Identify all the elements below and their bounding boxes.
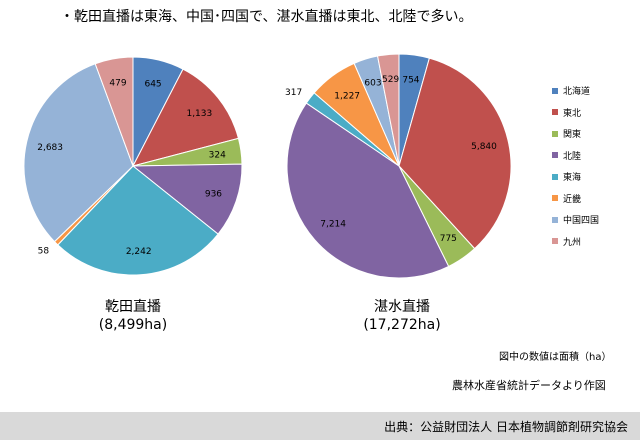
legend-label: 東海 bbox=[563, 173, 582, 184]
legend-swatch bbox=[552, 87, 558, 94]
pie-title-flooded-seeding: 湛水直播 (17,272ha) bbox=[322, 298, 482, 334]
pie-title-dry-seeding: 乾田直播 (8,499ha) bbox=[53, 298, 213, 334]
unit-note: 図中の数値は面積（ha） bbox=[499, 352, 612, 363]
legend-item: 東北 bbox=[552, 102, 599, 124]
legend-label: 北海道 bbox=[563, 87, 591, 98]
pie-subtitle-text: (17,272ha) bbox=[363, 317, 441, 333]
slice-value-label: 1,227 bbox=[334, 92, 360, 102]
legend-swatch bbox=[552, 130, 558, 137]
slice-value-label: 324 bbox=[209, 150, 226, 160]
slice-value-label: 1,133 bbox=[186, 109, 212, 119]
slice-value-label: 7,214 bbox=[320, 219, 346, 229]
pie-title-text: 湛水直播 bbox=[374, 299, 430, 315]
legend-swatch bbox=[552, 109, 558, 116]
slice-value-label: 2,242 bbox=[126, 247, 152, 257]
pie-chart-dry-seeding: 645 1,133 324 936 2,242 58 2,683 479 bbox=[23, 56, 243, 276]
legend-item: 九州 bbox=[552, 231, 599, 253]
legend-item: 北陸 bbox=[552, 145, 599, 167]
pie-charts: 645 1,133 324 936 2,242 58 2,683 479 754 5,840 77… bbox=[23, 53, 512, 279]
legend-item: 東海 bbox=[552, 166, 599, 188]
pie-subtitle-text: (8,499ha) bbox=[98, 317, 168, 333]
pie-slice-8 bbox=[94, 56, 134, 167]
legend-swatch bbox=[552, 152, 558, 159]
slice-value-label: 2,683 bbox=[37, 143, 63, 153]
legend-swatch bbox=[552, 173, 558, 180]
legend-item: 関東 bbox=[552, 123, 599, 145]
legend-item: 近畿 bbox=[552, 188, 599, 210]
pie-slice-4 bbox=[131, 163, 243, 235]
slice-value-label: 603 bbox=[364, 79, 381, 89]
slice-value-label: 317 bbox=[285, 88, 302, 98]
legend-label: 東北 bbox=[563, 108, 582, 119]
legend-label: 近畿 bbox=[563, 194, 582, 205]
pie-title-text: 乾田直播 bbox=[105, 299, 161, 315]
slice-value-label: 479 bbox=[109, 78, 126, 88]
pie-slice-4 bbox=[286, 102, 450, 279]
slice-value-label: 5,840 bbox=[471, 142, 497, 152]
slice-value-label: 58 bbox=[38, 246, 50, 256]
legend-item: 北海道 bbox=[552, 80, 599, 102]
slice-value-label: 936 bbox=[205, 189, 222, 199]
legend-swatch bbox=[552, 238, 558, 245]
source-note: 農林水産省統計データより作図 bbox=[452, 379, 606, 392]
slice-value-label: 645 bbox=[144, 79, 161, 89]
slice-value-label: 529 bbox=[382, 75, 399, 85]
legend-label: 関東 bbox=[563, 130, 582, 141]
legend-item: 中国四国 bbox=[552, 209, 599, 231]
legend-label: 北陸 bbox=[563, 151, 582, 162]
pie-slice-8 bbox=[376, 53, 400, 167]
slice-value-label: 775 bbox=[440, 234, 457, 244]
pie-slice-5 bbox=[57, 165, 219, 276]
pie-slice-2 bbox=[398, 57, 512, 250]
slice-value-label: 754 bbox=[402, 75, 419, 85]
pie-slice-2 bbox=[132, 68, 240, 167]
legend-label: 九州 bbox=[563, 237, 582, 248]
legend-swatch bbox=[552, 216, 558, 223]
pie-chart-flooded-seeding: 754 5,840 775 7,214 317 1,227 603 529 bbox=[285, 53, 512, 279]
pie-slice-7 bbox=[23, 63, 134, 243]
legend-swatch bbox=[552, 195, 558, 202]
legend-label: 中国四国 bbox=[563, 216, 600, 227]
footer-bar: 出典：公益財団法人 日本植物調節剤研究協会 bbox=[0, 412, 640, 440]
legend: 北海道 東北 関東 北陸 東海 近畿 中国四国 九州 bbox=[552, 80, 599, 252]
headline: ・乾田直播は東海、中国･四国で、湛水直播は東北、北陸で多い。 bbox=[60, 9, 473, 25]
footer-source-credit: 出典：公益財団法人 日本植物調節剤研究協会 bbox=[384, 420, 628, 434]
